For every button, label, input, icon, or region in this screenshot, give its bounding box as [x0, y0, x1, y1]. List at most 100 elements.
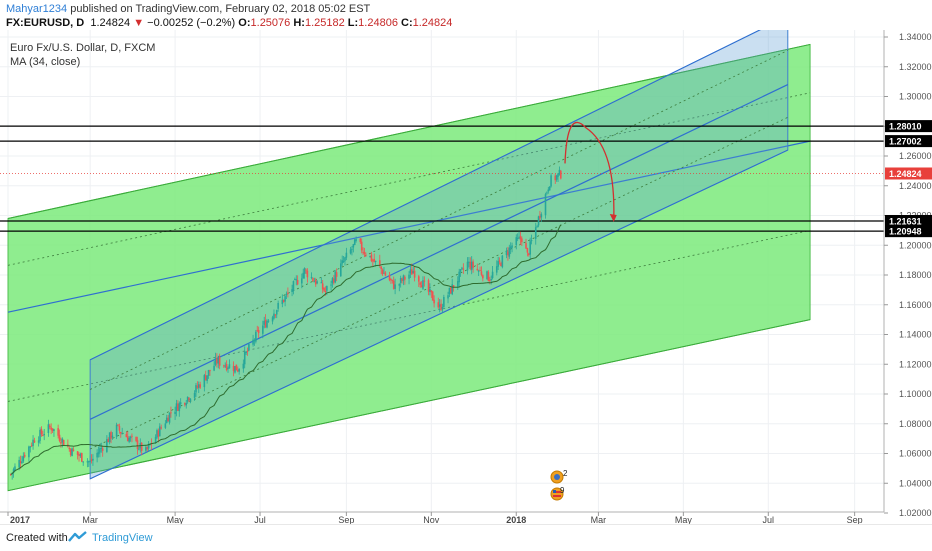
candle-body	[203, 375, 206, 388]
candle-body	[501, 255, 504, 268]
created-with-text: Created with	[6, 532, 68, 544]
candle-body	[391, 279, 394, 281]
publish-line: Mahyar1234 published on TradingView.com,…	[6, 3, 370, 15]
candle-body	[156, 430, 158, 438]
level-tag	[885, 214, 932, 227]
candle-body	[429, 288, 431, 292]
projection-arrowhead	[609, 213, 617, 222]
candle-body	[178, 403, 181, 412]
candle-body	[284, 296, 286, 302]
candle-body	[555, 175, 558, 180]
candle-body	[340, 263, 342, 277]
candle-body	[342, 261, 345, 263]
y-tick-label: 1.32000	[899, 62, 932, 72]
candle-body	[267, 320, 270, 322]
candle-body	[257, 329, 260, 334]
candle-body	[495, 266, 498, 273]
candle-body	[170, 412, 172, 414]
candle-body	[213, 365, 215, 371]
candle-body	[365, 254, 367, 256]
candle-body	[245, 351, 247, 354]
ohlc-line: FX:EURUSD, D 1.24824 ▼ −0.00252 (−0.2%) …	[6, 17, 452, 29]
candle-body	[440, 303, 442, 310]
candle-body	[291, 289, 293, 292]
tradingview-brand[interactable]: TradingView	[92, 532, 153, 544]
candle-body	[404, 276, 406, 280]
candle-body	[468, 261, 470, 263]
candle-body	[296, 280, 299, 285]
candle-body	[550, 175, 552, 187]
y-tick-label: 1.02000	[899, 508, 932, 518]
candle-body	[126, 436, 129, 442]
down-arrow-icon: ▼	[133, 17, 145, 29]
globe-core	[554, 474, 560, 480]
candle-body	[243, 351, 246, 365]
close-value: 1.24824	[412, 17, 453, 29]
candle-body	[125, 434, 128, 438]
candle-body	[320, 282, 323, 284]
candle-body	[227, 367, 229, 369]
channel-quarter-line	[89, 50, 788, 390]
candle-body	[287, 292, 289, 294]
y-tick-label: 1.10000	[899, 389, 932, 399]
candle-body	[135, 436, 137, 441]
level-tag-label: 1.21631	[889, 216, 922, 226]
last-price-tag-label: 1.24824	[889, 169, 922, 179]
candle-body	[305, 269, 307, 271]
candle-body	[89, 460, 91, 462]
candle-body	[355, 239, 357, 241]
candle-body	[324, 290, 327, 292]
candle-body	[302, 272, 305, 279]
candle-body	[206, 375, 208, 381]
candle-body	[118, 425, 121, 431]
level-tag-label: 1.27002	[889, 137, 922, 147]
candle-body	[450, 287, 452, 294]
level-tag	[885, 135, 932, 148]
tradingview-logo-icon	[68, 531, 87, 542]
candle-body	[413, 270, 416, 278]
candle-body	[30, 445, 33, 447]
channel-line	[89, 84, 789, 420]
badge-count: 9	[560, 486, 565, 495]
candle-body	[174, 411, 176, 415]
candle-body	[246, 350, 249, 352]
x-tick-label: Sep	[847, 515, 863, 524]
candle-body	[196, 385, 199, 388]
candle-body	[115, 424, 118, 437]
candle-body	[40, 428, 43, 435]
candle-body	[160, 427, 162, 429]
author-link[interactable]: Mahyar1234	[6, 3, 68, 15]
candle-body	[262, 325, 264, 334]
candle-body	[516, 237, 519, 239]
candle-body	[427, 280, 430, 292]
candle-body	[351, 248, 353, 250]
candle-body	[76, 451, 79, 456]
candle-body	[344, 257, 346, 261]
candle-body	[71, 448, 73, 457]
candle-body	[515, 237, 518, 246]
ma-line	[10, 224, 562, 475]
candle-body	[374, 260, 377, 262]
price-chart[interactable]: 1.340001.320001.300001.280001.260001.240…	[0, 30, 932, 524]
badge-count: 2	[563, 469, 568, 478]
candle-body	[22, 456, 25, 462]
candle-body	[430, 290, 433, 293]
x-tick-label: 2017	[10, 515, 30, 524]
candle-body	[458, 271, 460, 283]
candle-body	[519, 236, 522, 240]
candle-body	[509, 246, 512, 249]
candle-body	[345, 252, 348, 258]
flag-canton	[553, 490, 556, 493]
low-value: 1.24806	[358, 17, 398, 29]
candle-body	[472, 261, 474, 268]
candle-body	[486, 271, 488, 279]
candle-body	[433, 299, 435, 304]
candle-body	[61, 438, 64, 443]
y-tick-label: 1.20000	[899, 240, 932, 250]
candle-body	[193, 392, 196, 398]
candle-body	[462, 268, 465, 270]
candle-body	[417, 276, 420, 282]
candle-body	[466, 261, 469, 271]
candle-body	[560, 170, 562, 179]
x-tick-label: Jul	[763, 515, 775, 524]
